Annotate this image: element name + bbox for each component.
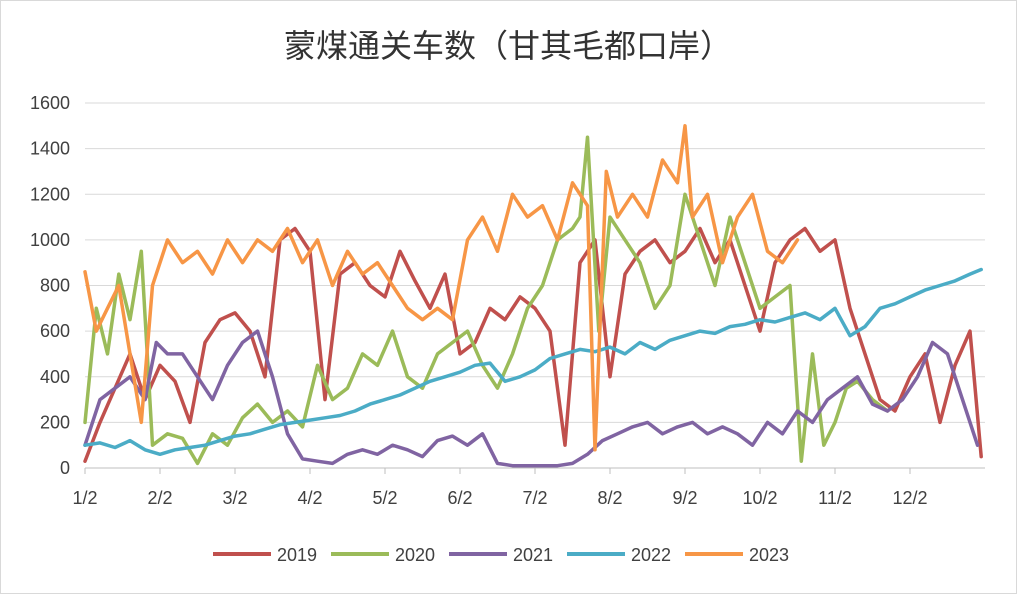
legend-label: 2019 [277, 545, 317, 565]
y-tick-label: 1400 [30, 139, 70, 159]
chart-title: 蒙煤通关车数（甘其毛都口岸） [284, 27, 732, 65]
legend-item-2022: 2022 [567, 545, 671, 565]
x-tick-label: 1/2 [72, 488, 97, 508]
gridlines [85, 102, 985, 469]
series-line-2023 [83, 124, 800, 452]
legend-label: 2020 [395, 545, 435, 565]
x-tick-label: 7/2 [522, 488, 547, 508]
legend-item-2020: 2020 [331, 545, 435, 565]
x-tick-label: 11/2 [818, 488, 852, 508]
legend-item-2021: 2021 [449, 545, 553, 565]
y-tick-label: 800 [40, 276, 70, 296]
y-tick-label: 1200 [30, 184, 70, 204]
y-axis-ticks: 0 200 400 600 800 1000 1200 1400 1600 [30, 93, 70, 478]
x-tick-label: 6/2 [447, 488, 472, 508]
x-tick-label: 5/2 [372, 488, 397, 508]
legend-label: 2023 [749, 545, 789, 565]
y-tick-label: 600 [40, 321, 70, 341]
legend-label: 2021 [513, 545, 553, 565]
y-tick-label: 200 [40, 412, 70, 432]
x-tick-label: 4/2 [297, 488, 322, 508]
x-tick-label: 9/2 [672, 488, 697, 508]
legend-item-2019: 2019 [213, 545, 317, 565]
legend-item-2023: 2023 [685, 545, 789, 565]
y-tick-label: 1600 [30, 93, 70, 113]
x-tick-label: 10/2 [742, 488, 777, 508]
series-line-2022 [83, 267, 983, 457]
x-tick-label: 3/2 [222, 488, 247, 508]
x-tick-label: 12/2 [892, 488, 927, 508]
series-line-2021 [83, 329, 980, 468]
y-tick-label: 0 [60, 458, 70, 478]
x-tick-label: 2/2 [147, 488, 172, 508]
series-lines [83, 124, 983, 468]
legend: 2019 2020 2021 2022 2023 [213, 545, 789, 565]
x-axis-ticks: 1/2 2/2 3/2 4/2 5/2 6/2 7/2 8/2 9/2 10/2 11/2 12/2 [72, 468, 928, 508]
legend-label: 2022 [631, 545, 671, 565]
x-tick-label: 8/2 [597, 488, 622, 508]
series-line-2019 [83, 226, 983, 463]
y-tick-label: 400 [40, 367, 70, 387]
y-tick-label: 1000 [30, 230, 70, 250]
